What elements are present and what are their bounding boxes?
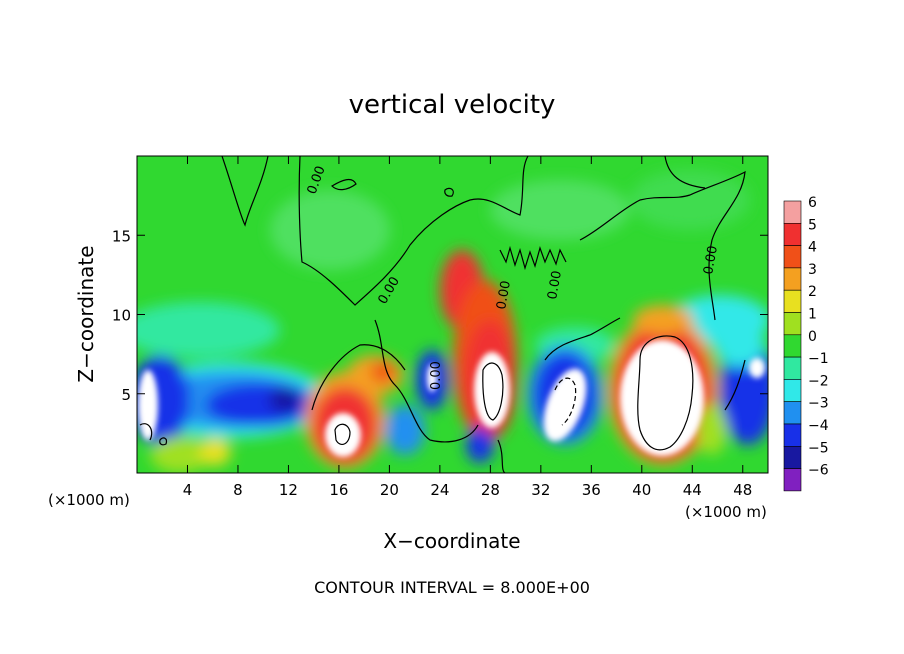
contour-lines <box>139 156 746 473</box>
chart-title: vertical velocity <box>349 90 556 120</box>
x-axis-label: X−coordinate <box>383 529 520 553</box>
colorbar-swatch <box>783 379 802 402</box>
x-tick-label: 8 <box>233 481 243 499</box>
colorbar: 6 5 4 3 2 1 0 −1 −2 −3 −4 −5 −6 <box>783 195 829 492</box>
y-tick-label: 15 <box>112 227 131 245</box>
colorbar-level-label: 4 <box>808 240 817 256</box>
contour-interval-footer: CONTOUR INTERVAL = 8.000E+00 <box>314 578 590 597</box>
colorbar-swatch <box>783 245 802 269</box>
colorbar-level-label: −1 <box>808 351 829 367</box>
colorbar-swatch <box>783 423 802 447</box>
x-tick-label: 48 <box>733 481 752 499</box>
contour-label: 0.00 <box>494 280 514 311</box>
y-tick-label: 5 <box>121 386 131 404</box>
x-tick-label: 4 <box>183 481 193 499</box>
x-tick-label: 12 <box>279 481 298 499</box>
contour-label: 0.00 <box>701 245 721 276</box>
colorbar-swatch <box>783 468 802 492</box>
x-tick-label: 36 <box>582 481 601 499</box>
colorbar-swatch <box>783 401 802 425</box>
y-axis-label: Z−coordinate <box>74 245 98 382</box>
x-tick-label: 44 <box>683 481 702 499</box>
x-tick-label: 40 <box>632 481 651 499</box>
colorbar-swatch <box>783 356 802 380</box>
colorbar-level-label: −3 <box>808 396 829 412</box>
colorbar-level-label: −4 <box>808 418 829 434</box>
colorbar-swatch <box>783 267 802 291</box>
x-tick-label: 24 <box>430 481 449 499</box>
colorbar-level-label: 1 <box>808 307 817 323</box>
colorbar-swatch <box>783 312 802 336</box>
heatmap-field: 0.00 0.00 0.00 0.00 0.00 0.00 <box>137 156 768 473</box>
colorbar-swatch <box>783 334 802 358</box>
x-tick-label: 28 <box>481 481 500 499</box>
colorbar-level-label: 0 <box>808 329 817 345</box>
x-unit-left-label: (×1000 m) <box>48 491 130 509</box>
colorbar-level-label: −6 <box>808 463 829 479</box>
y-tick-label: 10 <box>112 307 131 325</box>
contour-label: 0.00 <box>429 361 444 390</box>
colorbar-level-label: 2 <box>808 284 817 300</box>
colorbar-level-label: −2 <box>808 373 829 389</box>
x-unit-right-label: (×1000 m) <box>685 503 767 521</box>
contour-label: 0.00 <box>545 270 565 301</box>
colorbar-level-label: 3 <box>808 262 817 278</box>
colorbar-level-label: 5 <box>808 217 817 233</box>
colorbar-level-label: −5 <box>808 440 829 456</box>
colorbar-level-label: 6 <box>808 195 817 211</box>
x-tick-label: 20 <box>380 481 399 499</box>
colorbar-swatch <box>783 289 802 313</box>
colorbar-swatch <box>783 200 802 224</box>
x-tick-label: 32 <box>531 481 550 499</box>
colorbar-swatch <box>783 223 802 246</box>
x-tick-label: 16 <box>329 481 348 499</box>
colorbar-swatch <box>783 445 802 469</box>
